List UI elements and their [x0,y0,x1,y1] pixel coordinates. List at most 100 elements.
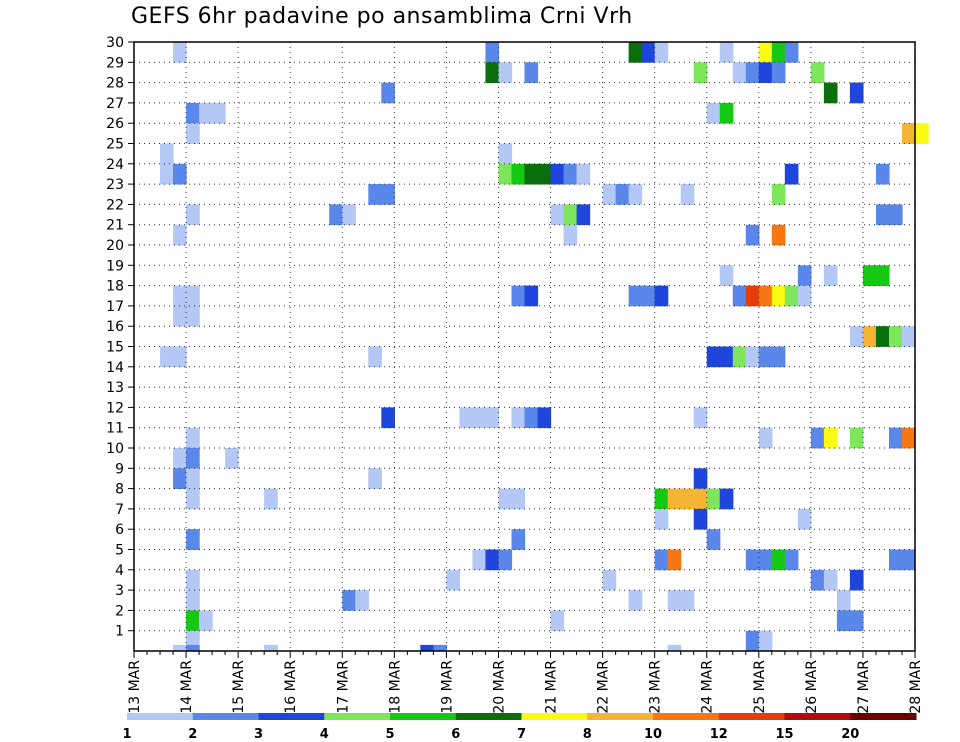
y-tick-label: 30 [106,35,124,51]
heatmap-cell [537,407,552,429]
heatmap-cell [693,407,708,429]
y-tick-label: 18 [106,279,124,295]
heatmap-cell [186,488,200,510]
y-tick-label: 1 [115,624,124,640]
legend-label: 20 [841,727,859,742]
heatmap-cell [706,102,721,124]
x-tick-label: 18 MAR [387,660,403,714]
heatmap-cell [511,163,526,185]
heatmap-cell [823,82,838,104]
heatmap-cell [186,569,200,591]
y-tick-label: 7 [115,502,124,518]
heatmap-cell [264,488,278,510]
heatmap-cell [706,346,721,368]
heatmap-cell [901,326,916,347]
heatmap-cell [732,285,747,307]
heatmap-cell [186,529,200,550]
heatmap-cell [563,204,578,226]
heatmap-cell [576,163,591,185]
heatmap-cell [641,42,656,63]
heatmap-cell [524,285,539,307]
y-tick-label: 14 [106,360,124,376]
heatmap-cell [199,102,213,124]
x-tick-label: 22 MAR [596,660,612,714]
heatmap-cell [797,265,812,286]
heatmap-cell [810,427,825,449]
heatmap-cell [667,644,682,652]
heatmap-cell [901,427,916,449]
heatmap-cell [173,644,187,652]
heatmap-cell [758,42,773,63]
heatmap-cell [745,285,760,307]
heatmap-cell [524,407,539,429]
heatmap-cell [745,549,760,571]
heatmap-cell [810,569,825,591]
heatmap-cell [563,224,578,246]
heatmap-cell [641,285,656,307]
heatmap-cell [888,427,903,449]
heatmap-cell [485,549,500,571]
heatmap-cell [368,468,382,489]
heatmap-cell [212,102,226,124]
heatmap-cell [628,285,643,307]
x-tick-label: 28 MAR [908,660,924,714]
heatmap-cell [381,82,395,104]
heatmap-cell [381,184,395,205]
heatmap-cell [342,590,356,611]
heatmap-cell [160,143,174,165]
chart-title: GEFS 6hr padavine po ansamblima Crni Vrh [131,4,633,29]
heatmap-cell [511,488,526,510]
heatmap-cell [602,569,617,591]
y-tick-label: 17 [106,299,124,315]
heatmap-cell [654,549,669,571]
heatmap-cell [784,42,799,63]
heatmap-cell [173,346,187,368]
y-tick-label: 24 [106,157,124,173]
heatmap-cell [745,224,760,246]
heatmap-cell [758,427,773,449]
y-tick-label: 23 [106,177,124,193]
y-tick-label: 2 [115,603,124,619]
legend-swatch [653,713,720,720]
heatmap-cell [719,488,734,510]
x-tick-label: 13 MAR [127,660,143,714]
heatmap-cell [173,285,187,307]
heatmap-cell [836,610,851,632]
heatmap-cell [888,326,903,347]
x-tick-label: 16 MAR [283,660,299,714]
y-tick-label: 15 [106,340,124,356]
heatmap-cell [654,285,669,307]
heatmap-cell [654,488,669,510]
heatmap-cell [784,163,799,185]
heatmap-cell [329,204,343,226]
legend-swatch [850,713,917,720]
heatmap-cell [797,508,812,530]
cells-layer [160,42,929,652]
legend-swatch [587,713,654,720]
heatmap-cell [719,265,734,286]
heatmap-cell [693,488,708,510]
heatmap-cell [485,62,500,83]
heatmap-cell [862,326,877,347]
heatmap-cell [173,468,187,489]
heatmap-cell [186,610,200,632]
heatmap-cell [680,488,695,510]
heatmap-cell [771,62,786,83]
heatmap-cell [355,590,369,611]
heatmap-cell [849,610,864,632]
heatmap-cell [186,102,200,124]
heatmap-cell [186,427,200,449]
heatmap-cell [576,204,591,226]
heatmap-cell [680,590,695,611]
heatmap-cell [173,42,187,63]
heatmap-cell [550,163,565,185]
heatmap-cell [875,204,890,226]
heatmap-cell [173,163,187,185]
y-tick-label: 29 [106,55,124,71]
legend-swatch [390,713,457,720]
heatmap-cell [888,204,903,226]
x-tick-label: 21 MAR [544,660,560,714]
heatmap-cell [498,143,513,165]
heatmap-cell [498,163,513,185]
x-tick-label: 20 MAR [491,660,507,714]
